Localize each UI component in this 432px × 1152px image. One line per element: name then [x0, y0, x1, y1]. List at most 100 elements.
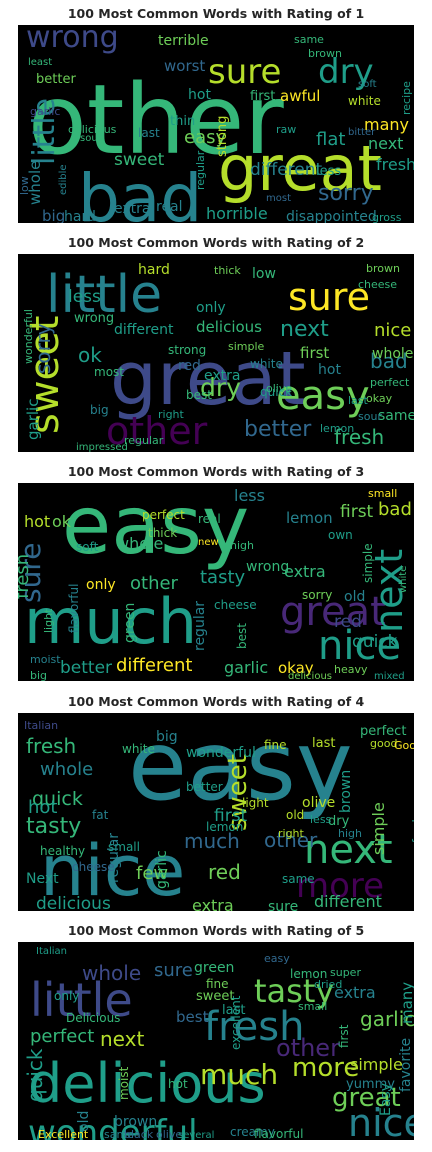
word-mark: best: [186, 388, 212, 402]
word-mark: most: [94, 365, 124, 379]
word-mark: only: [196, 300, 226, 316]
word-mark: easy: [128, 713, 353, 822]
word-mark: little: [27, 98, 62, 165]
word-mark: healthy: [40, 844, 85, 858]
word-mark: moist: [30, 653, 61, 666]
word-mark: much: [200, 1058, 278, 1091]
word-mark: more: [292, 1053, 359, 1083]
word-mark: fresh: [410, 815, 414, 843]
word-mark: last: [312, 736, 335, 751]
word-mark: first: [300, 344, 329, 362]
word-mark: different: [314, 892, 382, 911]
word-mark: great: [332, 1083, 401, 1113]
word-mark: ok: [52, 512, 72, 531]
word-mark: awful: [280, 87, 320, 105]
word-mark: fine: [264, 738, 287, 752]
word-mark: delicious: [36, 894, 111, 911]
word-mark: perfect: [370, 376, 410, 389]
word-mark: sure: [208, 52, 281, 92]
word-mark: bad: [378, 499, 412, 520]
word-mark: last: [348, 394, 369, 407]
word-mark: other: [264, 828, 318, 852]
word-mark: big: [30, 669, 47, 681]
word-mark: quick: [32, 788, 83, 810]
word-mark: first: [250, 89, 275, 104]
word-mark: simple: [350, 1055, 403, 1074]
word-mark: olive: [266, 382, 292, 395]
word-mark: least: [28, 57, 52, 68]
word-mark: better: [60, 658, 112, 678]
word-mark: regular: [106, 833, 122, 883]
word-mark: high: [338, 827, 362, 840]
word-mark: light: [242, 796, 269, 810]
word-mark: quick: [352, 632, 398, 652]
word-mark: fresh: [334, 425, 384, 449]
word-mark: thick: [148, 526, 177, 540]
word-mark: quick: [260, 385, 292, 399]
word-mark: old: [344, 589, 365, 605]
word-mark: regular: [124, 434, 164, 447]
word-mark: better: [244, 417, 312, 442]
wordcloud-canvas: great little sure easy sweet other next drybett…: [18, 254, 414, 452]
word-mark: simple: [361, 543, 375, 583]
word-mark: fat: [92, 808, 109, 822]
word-mark: whole: [26, 161, 44, 205]
word-mark: other: [106, 409, 208, 452]
word-mark: red: [334, 612, 362, 632]
word-mark: hot: [188, 87, 211, 103]
word-mark: small: [368, 487, 397, 500]
word-mark: many: [398, 982, 414, 1024]
word-mark: great: [218, 132, 382, 205]
word-mark: perfect: [142, 508, 185, 522]
word-mark: last: [222, 1003, 245, 1018]
word-mark: dry: [200, 373, 241, 402]
word-mark: new: [198, 537, 219, 548]
word-mark: extra: [204, 368, 240, 384]
word-mark: real: [156, 199, 183, 215]
word-mark: recipe: [400, 81, 413, 115]
word-mark: garlic: [30, 105, 60, 118]
word-mark: extra: [284, 562, 326, 581]
word-mark: different: [250, 160, 323, 180]
word-mark: black: [124, 1128, 154, 1140]
word-mark: sweet: [114, 150, 165, 170]
word-mark: bad: [78, 160, 202, 223]
word-mark: old: [76, 1111, 92, 1132]
word-mark: cheese: [214, 598, 257, 612]
word-mark: different: [114, 322, 174, 338]
word-mark: cheese: [358, 278, 397, 291]
word-mark: garlic: [154, 850, 170, 889]
word-mark: little: [46, 265, 162, 325]
word-mark: garlic: [224, 658, 268, 677]
word-mark: whole: [116, 534, 163, 553]
word-mark: other: [276, 1034, 340, 1062]
word-mark: wrong: [246, 559, 289, 575]
word-mark: red: [178, 358, 201, 374]
word-mark: many: [364, 115, 409, 134]
word-mark: nice: [40, 830, 185, 911]
word-mark: lemon: [320, 422, 354, 435]
word-mark: terrible: [158, 33, 209, 49]
word-mark: Easy: [378, 1083, 394, 1116]
word-mark: less: [310, 813, 332, 826]
word-mark: small: [298, 1000, 327, 1013]
word-mark: easy: [184, 127, 226, 148]
word-mark: sure: [288, 275, 370, 319]
word-mark: okay: [278, 659, 314, 677]
word-mark: big: [156, 729, 178, 745]
word-mark: extra: [334, 983, 376, 1002]
word-mark: sweet: [223, 754, 253, 831]
word-mark: tasty: [26, 814, 81, 839]
word-mark: flavorful: [67, 584, 81, 633]
word-mark: better: [186, 780, 223, 794]
word-mark: olive: [156, 1128, 182, 1140]
word-mark: same: [378, 408, 414, 424]
word-mark: whole: [40, 759, 93, 780]
word-mark: different: [116, 655, 192, 676]
word-mark: big: [42, 207, 65, 223]
word-mark: green: [194, 960, 234, 976]
word-mark: sorry: [318, 181, 374, 206]
